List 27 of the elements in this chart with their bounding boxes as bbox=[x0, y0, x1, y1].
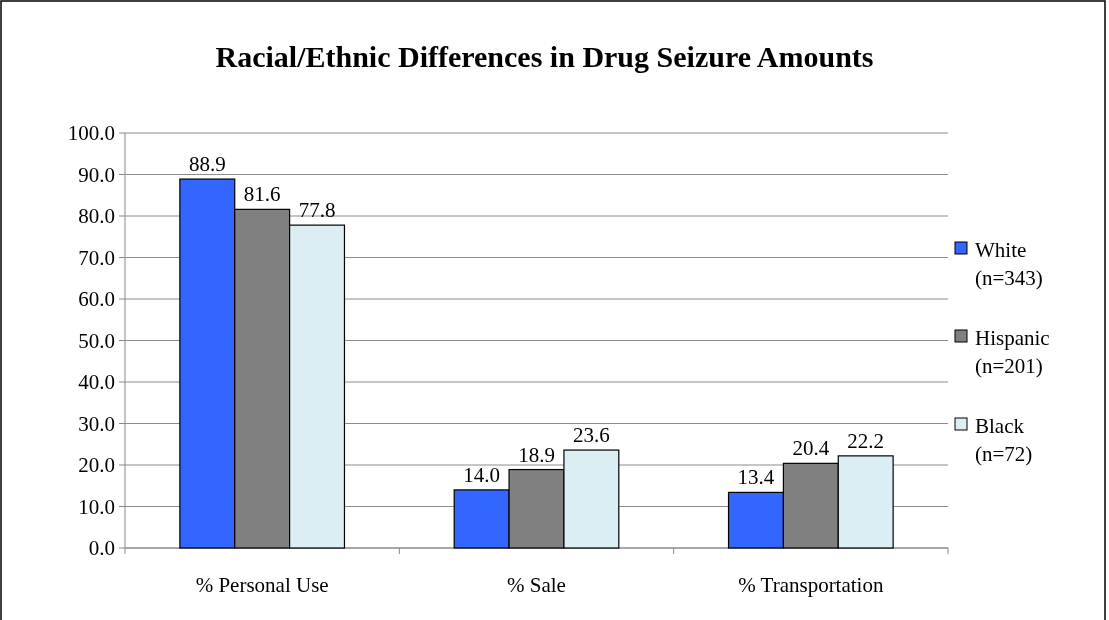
data-label: 22.2 bbox=[847, 428, 885, 453]
data-label: 88.9 bbox=[188, 152, 226, 177]
y-tick-label: 70.0 bbox=[78, 245, 115, 270]
x-tick-label: % Sale bbox=[507, 573, 566, 597]
data-label: 23.6 bbox=[572, 423, 610, 448]
y-tick-label: 50.0 bbox=[78, 328, 115, 353]
y-tick-label: 100.0 bbox=[67, 121, 115, 146]
legend-label: White (n=343) bbox=[975, 238, 1043, 290]
y-tick-label: 0.0 bbox=[88, 536, 115, 561]
y-tick-label: 10.0 bbox=[78, 494, 115, 519]
chart-title: Racial/Ethnic Differences in Drug Seizure Amounts bbox=[215, 40, 874, 73]
y-tick-label: 60.0 bbox=[78, 287, 115, 312]
data-label: 14.0 bbox=[463, 462, 501, 487]
data-label: 18.9 bbox=[518, 442, 555, 467]
y-tick-label: 90.0 bbox=[78, 162, 115, 187]
y-tick-label: 40.0 bbox=[78, 370, 115, 395]
data-label: 20.4 bbox=[792, 436, 830, 461]
legend-label: Hispanic (n=201) bbox=[975, 326, 1050, 378]
data-label: 13.4 bbox=[737, 465, 775, 490]
x-tick-label: % Transportation bbox=[738, 573, 884, 597]
y-tick-label: 30.0 bbox=[78, 411, 115, 436]
legend-label: Black (n=72) bbox=[975, 414, 1033, 466]
x-tick-label: % Personal Use bbox=[195, 573, 329, 597]
data-label: 81.6 bbox=[243, 182, 281, 207]
data-label: 77.8 bbox=[298, 198, 336, 223]
y-tick-label: 20.0 bbox=[78, 453, 115, 478]
y-tick-label: 80.0 bbox=[78, 204, 115, 229]
